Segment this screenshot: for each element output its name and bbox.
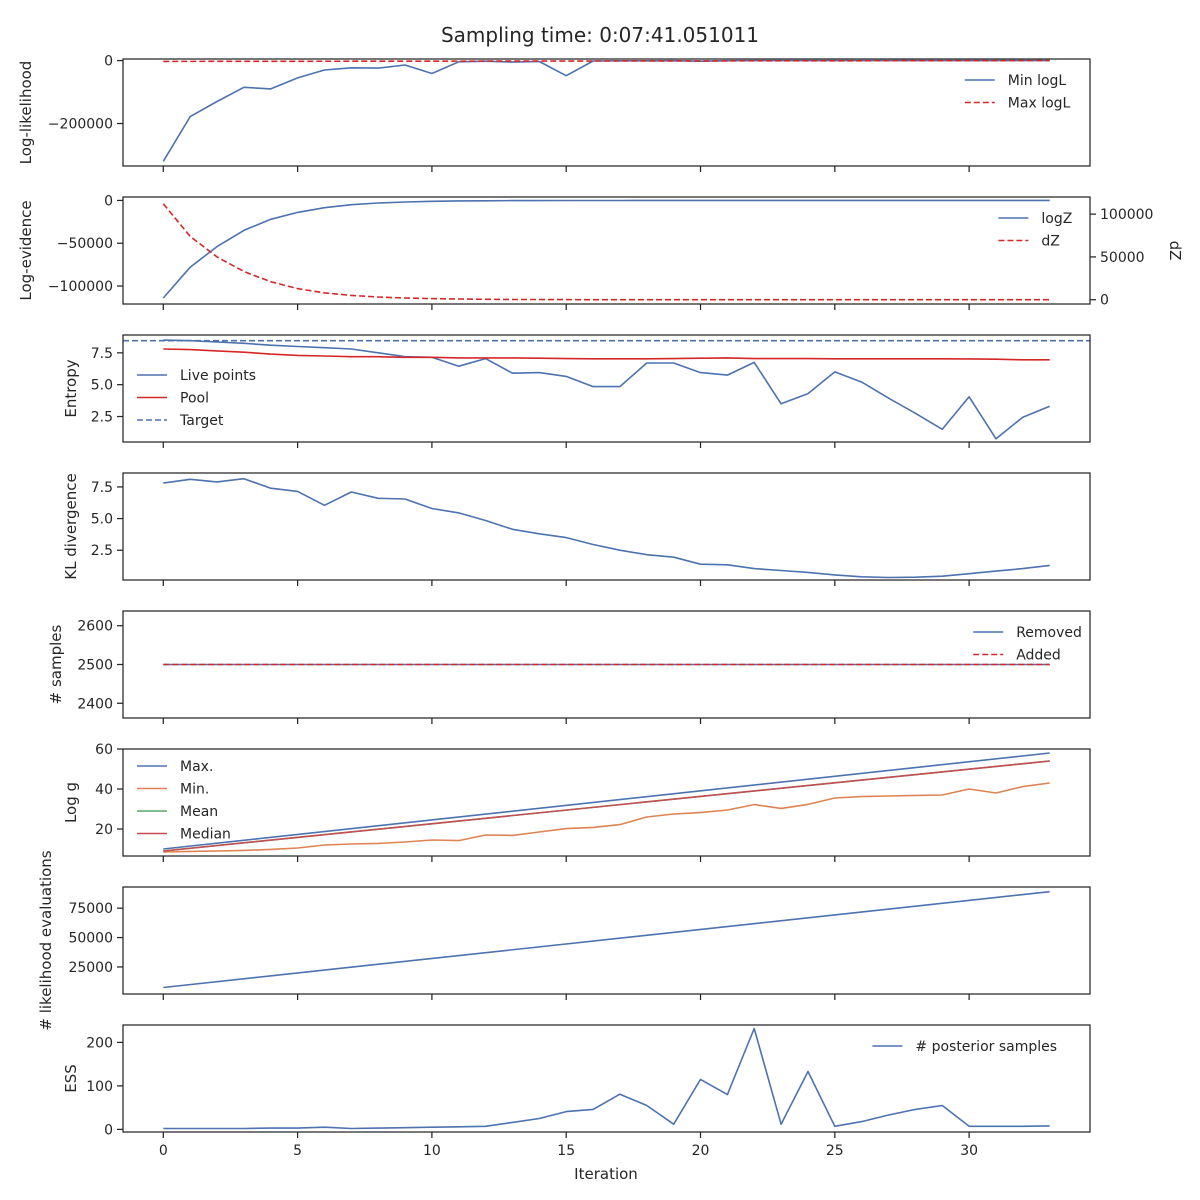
legend-label-5-2: Mean — [180, 804, 218, 820]
legend-label-7-0: # posterior samples — [915, 1039, 1057, 1055]
y-tick-label-2-0: 2.5 — [91, 410, 113, 426]
legend-label-2-0: Live points — [180, 368, 256, 384]
legend-label-1-1: dZ — [1041, 234, 1059, 250]
legend-label-2-2: Target — [179, 413, 224, 429]
legend-label-0-0: Min logL — [1008, 73, 1067, 89]
series-line-2-0 — [163, 339, 1051, 440]
series-line-5-0 — [163, 752, 1050, 850]
panel-frame-3 — [122, 472, 1091, 581]
series-line-7-0 — [163, 1027, 1050, 1130]
panels: 0 −200000 Log-likelihood Min logL Max logL 0 −… — [17, 54, 1184, 1159]
y-axis-label-2: Entropy — [62, 359, 80, 417]
panel-frame-0 — [122, 58, 1091, 167]
x-tick-label-2: 10 — [423, 1143, 441, 1159]
panel-frame-1 — [122, 196, 1091, 305]
y-tick-label-5-1: 40 — [95, 782, 113, 798]
y-tick-label-4-2: 2600 — [77, 619, 113, 635]
series-line-5-1 — [163, 782, 1050, 853]
y-tick-label-6-0: 25000 — [68, 960, 113, 976]
y-axis-label-1: Log-evidence — [17, 200, 35, 300]
series-line-6-0 — [163, 890, 1050, 989]
x-tick-label-1: 5 — [293, 1143, 302, 1159]
legend-label-4-1: Added — [1016, 648, 1061, 664]
y-tick-label-6-1: 50000 — [68, 931, 113, 947]
legend-label-0-1: Max logL — [1008, 96, 1071, 112]
y-right-tick-label-1-0: 0 — [1100, 293, 1109, 309]
y-tick-label-6-2: 75000 — [68, 901, 113, 917]
panel-frame-6 — [122, 886, 1091, 995]
y-tick-label-5-2: 60 — [95, 742, 113, 758]
legend-label-1-0: logZ — [1041, 211, 1072, 227]
y-right-tick-label-1-2: 100000 — [1100, 207, 1153, 223]
y-tick-label-1-2: −100000 — [48, 279, 113, 295]
panel-3: 2.5 5.0 7.5 KL divergence — [62, 472, 1091, 586]
panel-frame-5 — [122, 748, 1091, 857]
y-tick-label-2-1: 5.0 — [91, 378, 113, 394]
y-axis-label-0: Log-likelihood — [17, 61, 35, 165]
legend-label-5-0: Max. — [180, 759, 213, 775]
panel-6: 25000 50000 75000 # likelihood evaluations — [37, 850, 1091, 1031]
y-tick-label-1-0: 0 — [104, 193, 113, 209]
panel-1: 0 −50000 −100000 0 50000 100000 Log-evidence dZ… — [17, 193, 1184, 310]
x-tick-label-4: 20 — [692, 1143, 710, 1159]
y-tick-label-3-1: 5.0 — [91, 512, 113, 528]
y-tick-label-3-2: 7.5 — [91, 480, 113, 496]
y-axis-label-4: # samples — [47, 624, 65, 704]
series-line-0-1 — [163, 59, 1050, 63]
y-axis-label-right-1: dZ — [1166, 241, 1184, 261]
x-tick-label-5: 25 — [826, 1143, 844, 1159]
legend-label-5-1: Min. — [180, 782, 209, 798]
panel-5: 20 40 60 Log g Max. Min. Mean Median — [62, 742, 1091, 862]
series-line-5-3 — [163, 760, 1050, 852]
series-line-1-0 — [162, 199, 1050, 299]
legend-label-4-0: Removed — [1016, 625, 1082, 641]
series-line-0-0 — [162, 59, 1050, 162]
y-axis-label-6: # likelihood evaluations — [37, 850, 55, 1030]
panel-4: 2400 2500 2600 # samples Removed Added — [47, 610, 1091, 724]
x-tick-label-3: 15 — [557, 1143, 575, 1159]
series-line-3-0 — [163, 477, 1050, 579]
figure-title: Sampling time: 0:07:41.051011 — [441, 23, 759, 47]
y-tick-label-0-1: −200000 — [48, 117, 113, 133]
legend-label-2-1: Pool — [180, 391, 209, 407]
panel-frame-7 — [122, 1024, 1091, 1133]
legend-label-5-3: Median — [180, 827, 231, 843]
x-tick-label-0: 0 — [159, 1143, 168, 1159]
y-tick-label-4-0: 2400 — [77, 696, 113, 712]
y-tick-label-7-0: 0 — [104, 1122, 113, 1138]
x-axis-label: Iteration — [574, 1165, 638, 1183]
x-tick-label-6: 30 — [960, 1143, 978, 1159]
y-axis-label-3: KL divergence — [62, 473, 80, 579]
y-tick-label-5-0: 20 — [95, 822, 113, 838]
y-tick-label-1-1: −50000 — [57, 236, 113, 252]
y-tick-label-7-2: 200 — [86, 1035, 113, 1051]
y-tick-label-4-1: 2500 — [77, 658, 113, 674]
y-tick-label-0-0: 0 — [104, 54, 113, 70]
y-tick-label-2-2: 7.5 — [91, 346, 113, 362]
panel-7: 0 5 10 15 20 25 30 0 100 200 ESS # posterior sample… — [62, 1024, 1091, 1159]
y-tick-label-3-0: 2.5 — [91, 543, 113, 559]
y-right-tick-label-1-1: 50000 — [1100, 250, 1145, 266]
panel-2: 2.5 5.0 7.5 Entropy Live points Pool Target — [62, 334, 1091, 448]
series-line-2-1 — [163, 348, 1050, 361]
series-line-1-1 — [162, 203, 1050, 301]
y-axis-label-5: Log g — [62, 782, 80, 823]
y-axis-label-7: ESS — [62, 1064, 80, 1093]
y-tick-label-7-1: 100 — [86, 1079, 113, 1095]
panel-0: 0 −200000 Log-likelihood Min logL Max logL — [17, 54, 1091, 172]
panel-frame-2 — [122, 334, 1091, 443]
